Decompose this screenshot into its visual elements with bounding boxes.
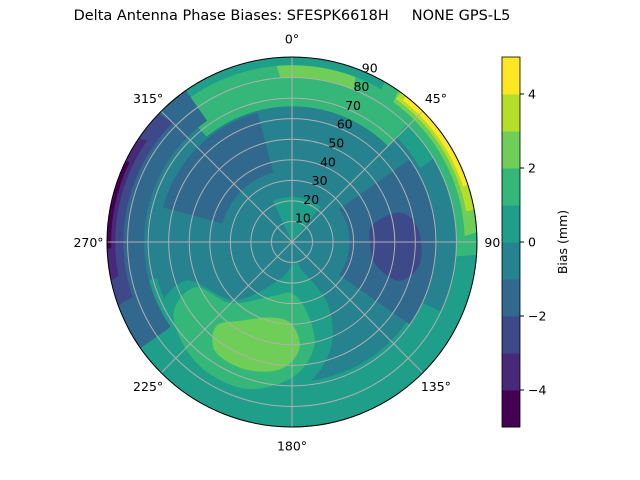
contour-region xyxy=(113,278,460,427)
colorbar-band xyxy=(502,390,520,428)
angular-gridline xyxy=(291,241,424,374)
colorbar: −4 −2 0 2 4 Bias (mm) xyxy=(501,56,570,428)
radial-tick-label: 50 xyxy=(328,135,344,150)
contour-region xyxy=(369,212,422,281)
contour-region xyxy=(393,90,477,236)
radial-tick-label: 30 xyxy=(312,173,328,188)
radial-tick-label: 10 xyxy=(295,211,311,226)
radial-tick-label: 90 xyxy=(362,60,378,75)
colorbar-band xyxy=(502,57,520,95)
colorbar-band xyxy=(502,242,520,280)
chart-title: Delta Antenna Phase Biases: SFESPK6618H … xyxy=(73,8,511,24)
radial-tick-label: 80 xyxy=(353,79,369,94)
colorbar-band xyxy=(502,353,520,391)
angular-tick-label: 225° xyxy=(133,379,163,394)
colorbar-band xyxy=(502,279,520,317)
angular-tick-label: 45° xyxy=(425,91,447,106)
radial-tick-label: 60 xyxy=(337,117,353,132)
angular-tick-label: 315° xyxy=(133,91,163,106)
tick-labels: 0° 45° 90° 135° 180° 225° 270° 315° 10 20 30 40 50 60… xyxy=(73,32,506,454)
colorbar-tick-label: 2 xyxy=(528,161,536,176)
angular-tick-label: 180° xyxy=(277,439,307,454)
colorbar-tick-label: −2 xyxy=(528,309,546,324)
angular-tick-label: 0° xyxy=(285,32,299,47)
colorbar-band xyxy=(502,316,520,354)
contour-region xyxy=(272,196,321,242)
contour-region xyxy=(107,160,130,249)
angular-gridline xyxy=(160,241,293,374)
radial-tick-label: 70 xyxy=(345,98,361,113)
colorbar-tick-label: −4 xyxy=(528,383,546,398)
contour-region xyxy=(212,317,300,372)
colorbar-band xyxy=(502,168,520,206)
angular-tick-label: 270° xyxy=(73,235,103,250)
angular-tick-label: 90° xyxy=(484,235,506,250)
radial-tick-label: 40 xyxy=(320,154,336,169)
contour-region xyxy=(402,96,468,187)
angular-gridline xyxy=(291,110,424,243)
colorbar-tick-label: 4 xyxy=(528,87,536,102)
radial-tick-label: 20 xyxy=(303,192,319,207)
colorbar-band xyxy=(502,94,520,132)
colorbar-tick-label: 0 xyxy=(528,235,536,250)
polar-frame xyxy=(106,56,478,428)
contour-region xyxy=(395,92,475,212)
grid xyxy=(107,57,477,427)
contour-region xyxy=(107,113,173,306)
colorbar-band xyxy=(502,205,520,243)
colorbar-band xyxy=(502,131,520,169)
contour-region xyxy=(178,65,415,147)
angular-gridline xyxy=(160,110,293,243)
angular-tick-label: 135° xyxy=(421,379,451,394)
colorbar-label: Bias (mm) xyxy=(555,210,570,274)
